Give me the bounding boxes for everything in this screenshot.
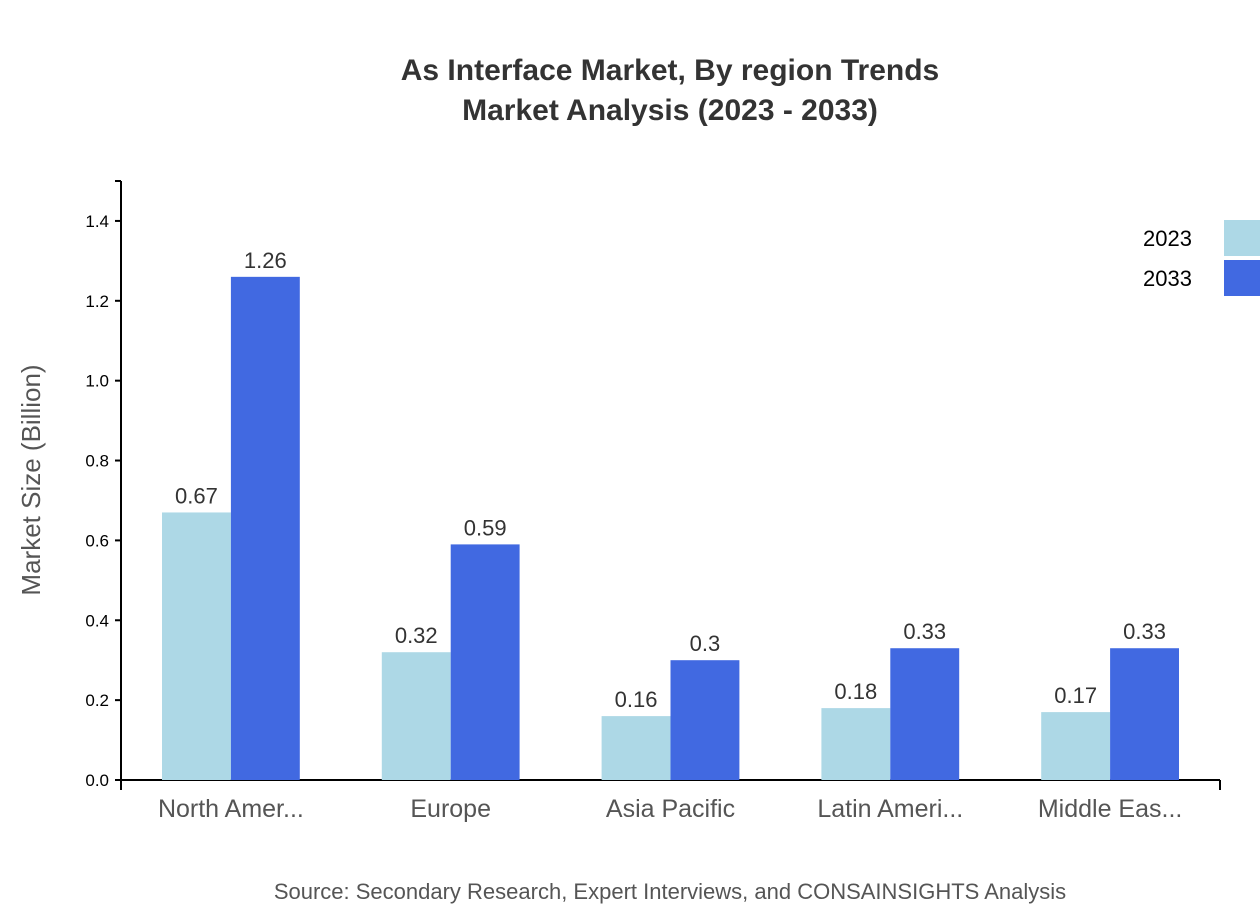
data-label: 0.33 — [1123, 619, 1166, 644]
chart-title-line-2: Market Analysis (2023 - 2033) — [462, 94, 878, 127]
y-tick-label: 1.4 — [85, 212, 109, 231]
data-label: 0.59 — [464, 515, 507, 540]
y-axis: 0.0 0.2 0.4 0.6 0.8 1.0 1.2 1.4 — [85, 180, 122, 790]
x-tick-label: Latin Ameri... — [817, 795, 963, 823]
x-axis: North Amer... Europe Asia Pacific Latin Ame… — [120, 779, 1221, 823]
y-tick-label: 1.2 — [85, 292, 109, 311]
y-tick-label: 0.2 — [85, 691, 109, 710]
x-tick-label: Asia Pacific — [606, 795, 735, 823]
y-tick-label: 1.0 — [85, 372, 109, 391]
legend-label: 2033 — [1143, 266, 1192, 291]
data-label: 0.16 — [615, 687, 658, 712]
bar-2033 — [890, 648, 960, 780]
x-tick-label: North Amer... — [158, 795, 304, 823]
bar-2033 — [670, 660, 740, 780]
y-axis-label: Market Size (Billion) — [16, 364, 46, 595]
data-label: 0.33 — [903, 619, 946, 644]
bar-2033 — [450, 544, 520, 780]
bar-2033 — [1110, 648, 1179, 780]
bar-2023 — [821, 708, 891, 780]
data-label: 0.67 — [175, 483, 218, 508]
y-tick-label: 0.8 — [85, 452, 109, 471]
bar-2023 — [1041, 712, 1111, 780]
bar-2023 — [381, 652, 451, 780]
data-label: 0.32 — [395, 623, 438, 648]
legend-swatch-2033 — [1224, 260, 1260, 296]
data-label: 1.26 — [244, 248, 287, 273]
bar-2033 — [230, 276, 300, 780]
y-tick-label: 0.4 — [85, 611, 109, 630]
chart-title-line-1: As Interface Market, By region Trends — [401, 54, 940, 87]
legend: 2023 2033 — [1143, 220, 1260, 296]
y-tick-label: 0.6 — [85, 531, 109, 550]
bars: 0.67 1.26 0.32 0.59 0.16 0.3 0.18 0.33 0.17 0.33 — [162, 248, 1179, 780]
data-label: 0.17 — [1054, 683, 1097, 708]
bar-2023 — [162, 512, 231, 780]
source-note: Source: Secondary Research, Expert Inter… — [274, 879, 1066, 904]
x-tick-label: Europe — [410, 795, 491, 823]
data-label: 0.18 — [834, 679, 877, 704]
data-label: 0.3 — [690, 631, 721, 656]
x-tick-label: Middle Eas... — [1038, 795, 1183, 823]
legend-label: 2023 — [1143, 226, 1192, 251]
y-tick-label: 0.0 — [85, 771, 109, 790]
bar-2023 — [601, 716, 671, 780]
legend-swatch-2023 — [1224, 220, 1260, 256]
